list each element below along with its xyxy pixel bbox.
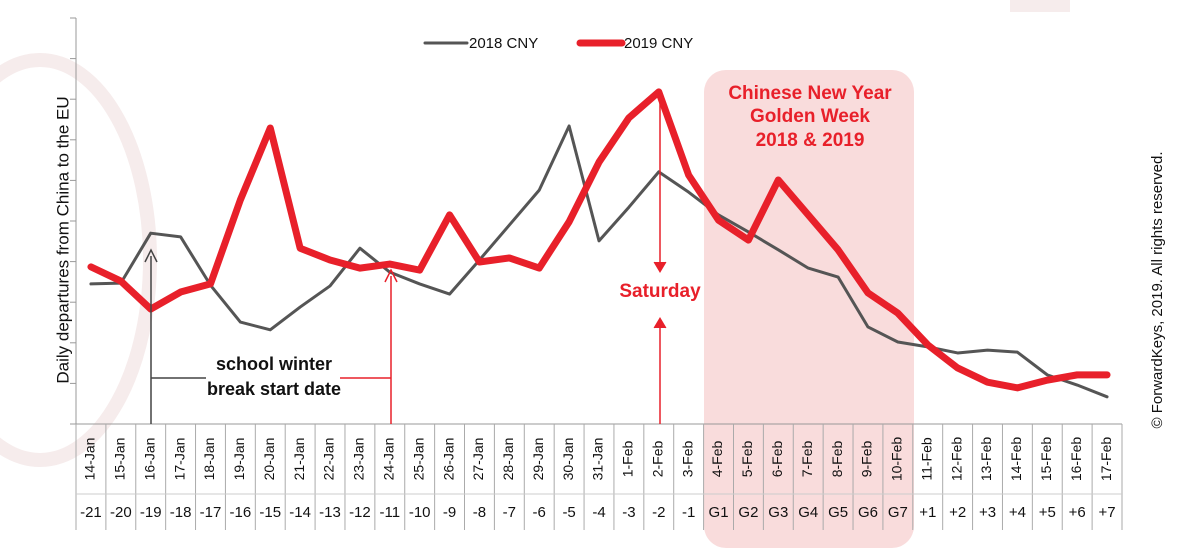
- day-offset-label: G6: [858, 504, 878, 521]
- x-tick-label: 4-Feb: [709, 441, 725, 478]
- day-offset-label: -4: [592, 504, 605, 521]
- golden-week-label: Chinese New Year: [728, 83, 892, 104]
- x-tick-label: 6-Feb: [769, 441, 785, 478]
- copyright: © ForwardKeys, 2019. All rights reserved…: [1149, 151, 1166, 428]
- school-break-label: break start date: [207, 379, 341, 399]
- day-offset-label: -17: [200, 504, 222, 521]
- day-offset-label: -14: [289, 504, 311, 521]
- day-offset-label: -5: [562, 504, 575, 521]
- x-tick-label: 29-Jan: [530, 438, 546, 481]
- golden-week-label: Golden Week: [750, 106, 870, 127]
- x-tick-label: 30-Jan: [560, 438, 576, 481]
- x-tick-label: 25-Jan: [410, 438, 426, 481]
- day-offset-label: G2: [738, 504, 758, 521]
- lantern-decoration: [0, 53, 157, 467]
- x-tick-label: 28-Jan: [500, 438, 516, 481]
- day-offset-label: -6: [533, 504, 546, 521]
- x-tick-label: 17-Jan: [171, 438, 187, 481]
- arrow-head: [144, 248, 158, 263]
- day-offset-label: -16: [230, 504, 252, 521]
- day-offset-label: +6: [1069, 504, 1086, 521]
- day-offset-label: -11: [380, 504, 401, 521]
- day-offset-label: +2: [949, 504, 966, 521]
- x-tick-label: 21-Jan: [291, 438, 307, 481]
- arrows: [144, 95, 667, 424]
- legend-label: 2019 CNY: [624, 35, 693, 52]
- x-tick-label: 7-Feb: [799, 441, 815, 478]
- day-offset-label: -9: [443, 504, 456, 521]
- day-offset-label: -2: [652, 504, 665, 521]
- day-offset-label: +1: [919, 504, 936, 521]
- x-tick-label: 27-Jan: [470, 438, 486, 481]
- day-offset-label: G5: [828, 504, 848, 521]
- x-tick-label: 14-Feb: [1008, 437, 1024, 482]
- day-offset-label: -13: [319, 504, 341, 521]
- day-offset-label: -8: [473, 504, 486, 521]
- golden-week-band: [704, 70, 914, 548]
- x-tick-label: 2-Feb: [649, 441, 665, 478]
- x-tick-label: 16-Feb: [1068, 437, 1084, 482]
- x-tick-label: 20-Jan: [261, 438, 277, 481]
- y-axis-label: Daily departures from China to the EU: [53, 96, 72, 383]
- arrow-head: [653, 317, 667, 329]
- day-offset-label: -7: [503, 504, 516, 521]
- x-tick-label: 22-Jan: [321, 438, 337, 481]
- x-tick-label: 18-Jan: [201, 438, 217, 481]
- x-tick-label: 13-Feb: [978, 437, 994, 482]
- x-tick-label: 16-Jan: [141, 438, 157, 481]
- day-offset-label: G3: [768, 504, 788, 521]
- day-offset-label: -18: [170, 504, 192, 521]
- day-offset-label: -3: [622, 504, 635, 521]
- day-offset-label: +7: [1099, 504, 1116, 521]
- x-tick-label: 1-Feb: [620, 441, 636, 478]
- arrow-head: [384, 268, 398, 283]
- day-offset-label: G4: [798, 504, 818, 521]
- day-offset-label: G1: [709, 504, 729, 521]
- x-tick-label: 14-Jan: [82, 438, 98, 481]
- day-offset-label: -10: [409, 504, 431, 521]
- x-tick-label: 9-Feb: [859, 441, 875, 478]
- x-tick-label: 23-Jan: [351, 438, 367, 481]
- day-offset-label: -20: [110, 504, 132, 521]
- x-tick-label: 19-Jan: [231, 438, 247, 481]
- saturday-label: Saturday: [619, 281, 701, 302]
- x-tick-label: 8-Feb: [829, 441, 845, 478]
- x-tick-label: 12-Feb: [948, 437, 964, 482]
- x-tick-label: 31-Jan: [590, 438, 606, 481]
- legend-label: 2018 CNY: [469, 35, 538, 52]
- lantern-decoration: [1010, 0, 1070, 12]
- day-offset-label: +3: [979, 504, 996, 521]
- x-tick-label: 26-Jan: [440, 438, 456, 481]
- series-line: [87, 88, 1111, 392]
- x-tick-label: 5-Feb: [739, 441, 755, 478]
- day-offset-label: -12: [349, 504, 371, 521]
- day-offset-label: -19: [140, 504, 162, 521]
- day-offset-label: -1: [682, 504, 695, 521]
- day-offset-label: -15: [259, 504, 281, 521]
- day-offset-label: G7: [888, 504, 908, 521]
- x-tick-label: 15-Jan: [112, 438, 128, 481]
- x-tick-label: 11-Feb: [918, 437, 934, 481]
- x-tick-label: 15-Feb: [1038, 437, 1054, 482]
- day-offset-label: -21: [80, 504, 102, 521]
- x-tick-label: 24-Jan: [381, 438, 397, 481]
- day-offset-label: +5: [1039, 504, 1056, 521]
- x-tick-label: 3-Feb: [679, 441, 695, 478]
- school-break-label: school winter: [216, 354, 332, 374]
- x-tick-label: 10-Feb: [889, 437, 905, 482]
- day-offset-label: +4: [1009, 504, 1026, 521]
- x-tick-label: 17-Feb: [1098, 437, 1114, 482]
- arrow-head: [653, 261, 667, 273]
- golden-week-label: 2018 & 2019: [756, 130, 865, 151]
